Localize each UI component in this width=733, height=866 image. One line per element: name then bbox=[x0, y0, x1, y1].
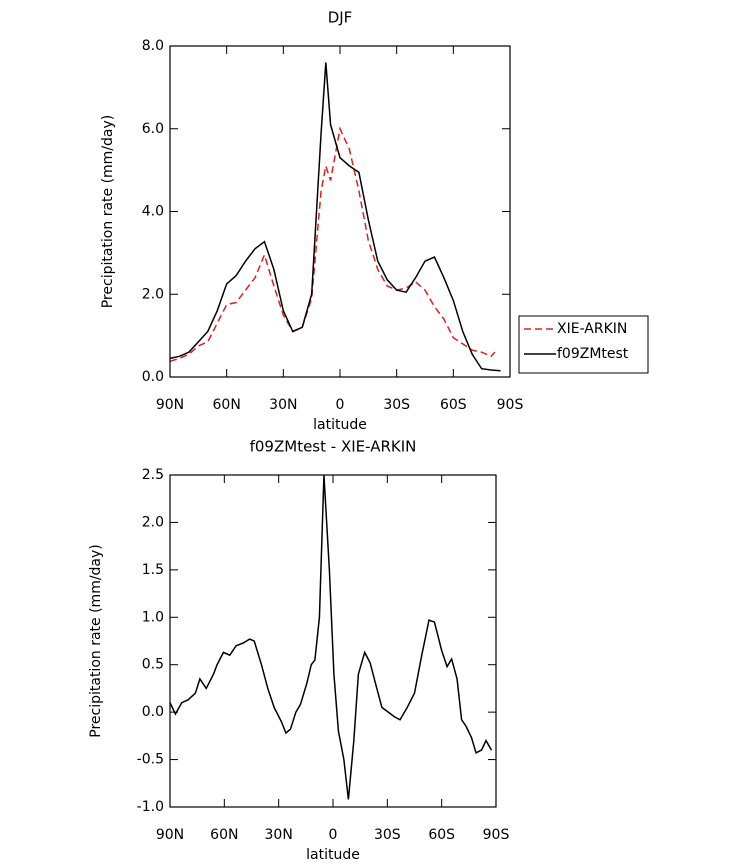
x-tick-label: 90N bbox=[156, 397, 184, 413]
x-axis-label: latitude bbox=[306, 847, 360, 863]
x-tick-label: 60N bbox=[213, 397, 241, 413]
data-line bbox=[169, 474, 493, 800]
y-tick-label: 0.5 bbox=[142, 657, 164, 673]
x-tick-label: 90N bbox=[156, 827, 184, 843]
x-tick-label: 90S bbox=[483, 827, 510, 843]
y-tick-label: 6.0 bbox=[142, 121, 164, 137]
y-tick-label: 1.5 bbox=[142, 562, 164, 578]
x-tick-label: 30N bbox=[265, 827, 293, 843]
y-axis-label: Precipitation rate (mm/day) bbox=[88, 544, 104, 738]
x-tick-label: 0 bbox=[336, 397, 345, 413]
data-line bbox=[169, 62, 501, 372]
y-tick-label: 2.5 bbox=[142, 467, 164, 483]
x-tick-label: 60N bbox=[210, 827, 238, 843]
chart-title: DJF bbox=[328, 9, 353, 27]
x-tick-label: 30S bbox=[383, 397, 410, 413]
legend-box bbox=[518, 315, 649, 374]
y-axis-label: Precipitation rate (mm/day) bbox=[100, 115, 116, 309]
x-tick-label: 60S bbox=[428, 827, 455, 843]
y-tick-label: 0.0 bbox=[142, 369, 164, 385]
y-tick-label: 0.0 bbox=[142, 704, 164, 720]
y-tick-label: 8.0 bbox=[142, 38, 164, 54]
plot-frame bbox=[169, 45, 511, 378]
x-tick-label: 0 bbox=[329, 827, 338, 843]
y-tick-label: 1.0 bbox=[142, 609, 164, 625]
y-tick-label: -0.5 bbox=[137, 752, 164, 768]
chart-title: f09ZMtest - XIE-ARKIN bbox=[250, 438, 417, 456]
data-line bbox=[169, 126, 496, 362]
y-tick-label: -1.0 bbox=[137, 799, 164, 815]
x-tick-label: 30S bbox=[374, 827, 401, 843]
x-axis-label: latitude bbox=[313, 417, 367, 433]
legend-label: f09ZMtest bbox=[557, 346, 629, 362]
y-tick-label: 2.0 bbox=[142, 514, 164, 530]
y-tick-label: 4.0 bbox=[142, 204, 164, 220]
y-tick-label: 2.0 bbox=[142, 286, 164, 302]
x-tick-label: 90S bbox=[497, 397, 524, 413]
x-tick-label: 30N bbox=[269, 397, 297, 413]
plot-frame bbox=[169, 474, 497, 808]
x-tick-label: 60S bbox=[440, 397, 467, 413]
legend-label: XIE-ARKIN bbox=[557, 321, 627, 337]
